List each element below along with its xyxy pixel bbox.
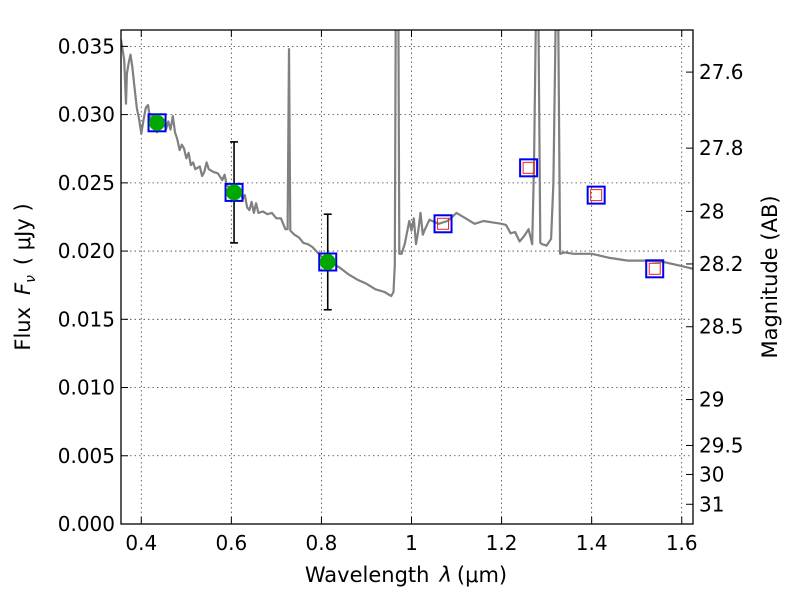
y-axis-label: FluxFν( μJy ) (11, 203, 39, 350)
detection-point (149, 114, 166, 131)
y2-tick-label: 31 (699, 492, 724, 516)
y-tick-label: 0.025 (58, 171, 115, 195)
y-tick-label: 0.020 (58, 239, 115, 263)
x-tick-label: 0.4 (125, 531, 157, 555)
sed-curve-group (121, 30, 693, 298)
model-flux-box (147, 113, 167, 133)
x-tick-label: 1.6 (666, 531, 698, 555)
upper-limit-marker (590, 189, 603, 202)
y-tick-label: 0.005 (58, 444, 115, 468)
y-tick-label: 0.035 (58, 34, 115, 58)
y-tick-label: 0.030 (58, 103, 115, 127)
y-tick-label: 0.000 (58, 512, 115, 536)
detection-point (226, 184, 243, 201)
y2-tick-label: 28 (699, 199, 724, 223)
axis-ticks (121, 30, 693, 525)
upper-limit-marker (437, 217, 450, 230)
y2-tick-label: 27.6 (699, 60, 744, 84)
y2-tick-label: 28.2 (699, 252, 744, 276)
model-flux-box (519, 158, 539, 178)
y2-tick-label: 29.5 (699, 433, 744, 457)
plot-frame (120, 29, 694, 525)
x-axis-label: Wavelength λ (μm) (305, 563, 507, 587)
y-tick-label: 0.015 (58, 307, 115, 331)
model-flux-box (433, 214, 453, 234)
model-flux-box (224, 182, 244, 202)
markers-group (147, 113, 665, 279)
x-tick-label: 1 (405, 531, 418, 555)
y2-tick-label: 29 (699, 388, 724, 412)
x-tick-label: 0.6 (215, 531, 247, 555)
upper-limit-marker (648, 262, 661, 275)
y2-tick-label: 30 (699, 462, 724, 486)
x-tick-label: 1.2 (486, 531, 518, 555)
model-flux-box (586, 185, 606, 205)
y2-axis-label: Magnitude (AB) (758, 195, 782, 358)
y-tick-label: 0.010 (58, 376, 115, 400)
y2-tick-label: 28.5 (699, 315, 744, 339)
x-tick-label: 1.4 (576, 531, 608, 555)
y2-tick-label: 27.8 (699, 136, 744, 160)
model-flux-box (318, 252, 338, 272)
upper-limit-marker (522, 161, 535, 174)
x-tick-label: 0.8 (306, 531, 338, 555)
detection-point (319, 253, 336, 270)
sed-line (121, 30, 693, 298)
model-flux-box (645, 259, 665, 279)
